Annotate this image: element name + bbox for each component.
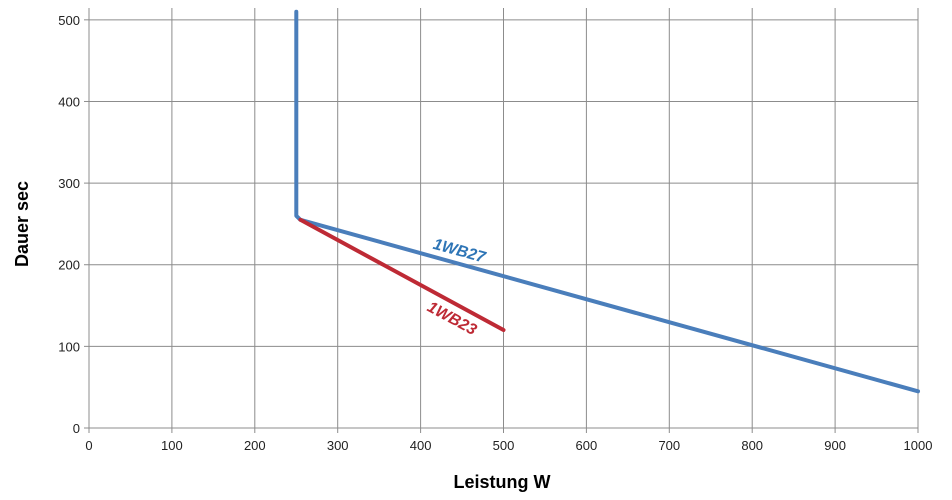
grid-lines (89, 8, 919, 428)
x-tick-label: 500 (493, 438, 515, 453)
x-tick-label: 100 (161, 438, 183, 453)
axes (84, 8, 919, 433)
y-tick-label: 300 (58, 176, 80, 191)
series-lines (294, 9, 920, 394)
x-tick-label: 900 (824, 438, 846, 453)
y-tick-label: 0 (73, 421, 80, 436)
series-line-1wb23 (298, 217, 506, 332)
x-tick-label: 0 (85, 438, 92, 453)
x-tick-label: 800 (741, 438, 763, 453)
x-axis-title: Leistung W (454, 472, 551, 492)
x-tick-label: 700 (658, 438, 680, 453)
x-tick-label: 400 (410, 438, 432, 453)
y-tick-labels: 0 100 200 300 400 500 (58, 13, 80, 436)
x-tick-label: 300 (327, 438, 349, 453)
series-line-1wb27 (294, 9, 920, 394)
y-tick-label: 500 (58, 13, 80, 28)
x-tick-label: 600 (576, 438, 598, 453)
x-tick-label: 1000 (904, 438, 933, 453)
y-tick-label: 100 (58, 339, 80, 354)
y-tick-label: 200 (58, 258, 80, 273)
x-tick-label: 200 (244, 438, 266, 453)
y-tick-label: 400 (58, 94, 80, 109)
y-axis-title: Dauer sec (12, 181, 32, 267)
x-tick-labels: 0 100 200 300 400 500 600 700 800 900 1000 (85, 438, 932, 453)
series-label-1wb23: 1WB23 (424, 299, 479, 339)
